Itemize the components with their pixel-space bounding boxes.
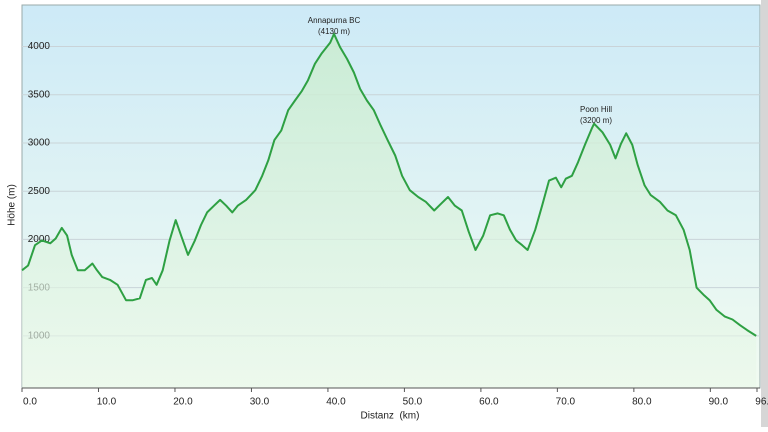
x-tick-label: 10.0 [97,397,117,408]
annotation-title: Poon Hill [580,105,612,114]
annotation-title: Annapurna BC [308,16,361,25]
x-tick-label: 60.0 [479,397,499,408]
y-tick-label: 2000 [28,234,51,245]
x-tick-label: 70.0 [556,397,576,408]
x-tick-label: 30.0 [250,397,270,408]
x-tick-label: 50.0 [403,397,423,408]
x-tick-label: 40.0 [326,397,346,408]
annotation-value: (4130 m) [318,27,350,36]
x-tick-label: 90.0 [709,397,729,408]
x-tick-label: 0.0 [23,397,37,408]
y-axis-label: Höhe (m) [7,184,18,226]
x-tick-label: 96.1 [755,397,768,408]
x-tick-label: 80.0 [632,397,652,408]
area-fill [22,33,757,389]
plot-layer: 10001500200025003000350040000.010.020.03… [21,32,768,408]
y-tick-label: 4000 [28,41,51,52]
y-tick-label: 2500 [28,186,51,197]
x-tick-label: 20.0 [173,397,193,408]
elevation-line [21,32,757,337]
y-tick-label: 3500 [28,89,51,100]
x-axis-label: Distanz (km) [361,411,420,422]
scrollbar [761,0,768,427]
annotation-value: (3200 m) [580,116,612,125]
y-tick-label: 3000 [28,138,51,149]
